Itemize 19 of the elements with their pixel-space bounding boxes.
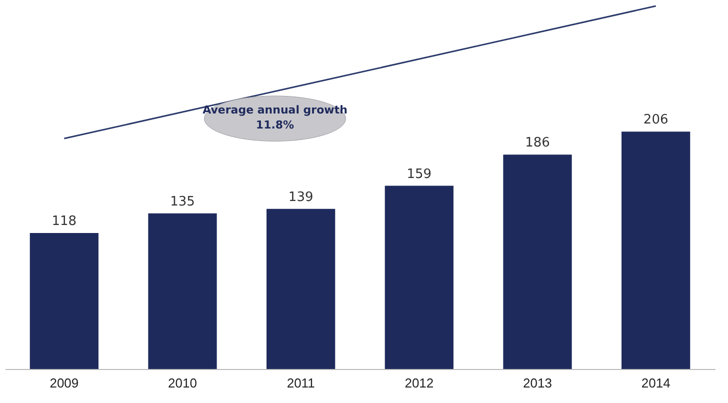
data-label: 135 (170, 194, 195, 210)
bar (622, 132, 690, 369)
annotation: Average annual growth 11.8% (202, 104, 348, 132)
data-label: 118 (52, 214, 77, 230)
bar (384, 186, 454, 369)
x-tick-label: 2012 (404, 376, 434, 390)
x-tick-label: 2009 (50, 376, 79, 390)
bar (503, 154, 572, 369)
x-tick-label: 2011 (286, 376, 315, 390)
data-label: 159 (406, 166, 432, 182)
bar (30, 233, 98, 369)
bar (266, 208, 336, 369)
data-label: 206 (643, 112, 668, 128)
bar (148, 213, 217, 369)
data-label: 139 (288, 190, 314, 205)
x-tick-label: 2010 (168, 376, 197, 390)
data-label: 186 (525, 136, 550, 151)
x-tick-label: 2013 (523, 376, 552, 390)
x-tick-label: 2014 (641, 376, 670, 390)
